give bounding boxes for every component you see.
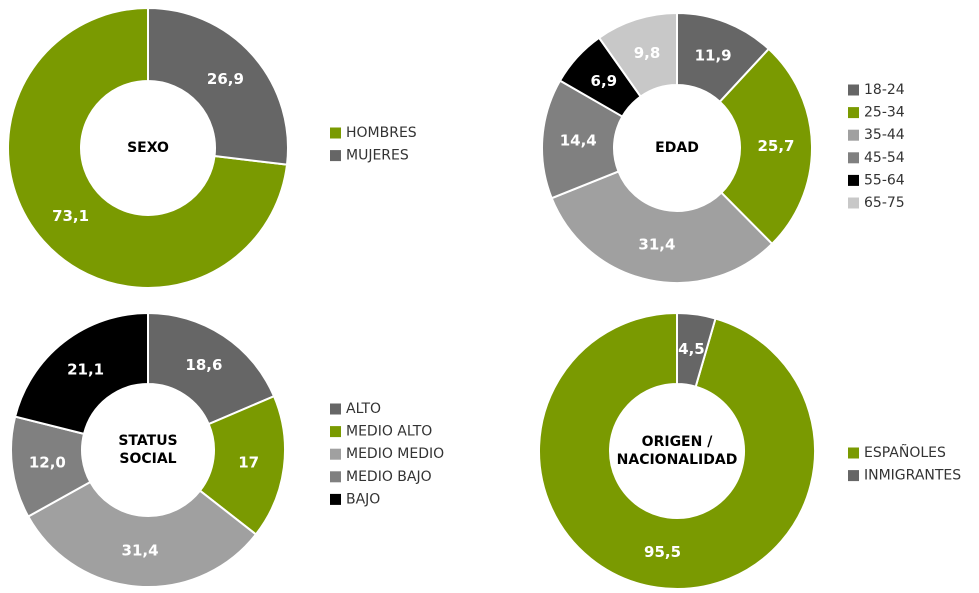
legend-swatch [330, 426, 341, 438]
legend-swatch [848, 470, 859, 482]
value-label: 26,9 [207, 70, 244, 88]
donut-segment [538, 311, 816, 590]
donut-segment [147, 6, 289, 166]
value-label: 31,4 [122, 542, 159, 560]
center-title: SEXO [127, 140, 169, 156]
legend-swatch [848, 447, 859, 459]
donut-segment [550, 170, 774, 284]
center-title: STATUS [118, 433, 177, 449]
legend-label: MUJERES [346, 148, 409, 164]
legend-swatch [848, 152, 859, 164]
legend-label: 35-44 [864, 127, 905, 143]
value-label: 95,5 [644, 543, 681, 561]
legend-label: ALTO [346, 401, 381, 417]
value-label: 14,4 [560, 132, 597, 150]
legend-label: INMIGRANTES [864, 468, 961, 484]
value-label: 21,1 [67, 360, 104, 378]
center-title: SOCIAL [119, 451, 176, 467]
donut-segment [597, 11, 678, 98]
legend-swatch [330, 493, 341, 505]
value-label: 9,8 [634, 44, 661, 62]
legend-swatch [848, 174, 859, 186]
legend-label: MEDIO MEDIO [346, 446, 444, 462]
legend-label: BAJO [346, 491, 380, 507]
legend-swatch [330, 150, 341, 162]
donut-segment [26, 480, 258, 588]
value-label: 4,5 [678, 340, 705, 358]
legend-label: MEDIO BAJO [346, 469, 432, 485]
legend-label: HOMBRES [346, 125, 417, 141]
donut-segment [13, 311, 149, 436]
center-title: EDAD [655, 140, 699, 156]
legend-label: 25-34 [864, 105, 905, 121]
donut-segment [676, 311, 717, 388]
legend-label: MEDIO ALTO [346, 424, 432, 440]
legend-swatch [330, 127, 341, 139]
value-label: 12,0 [29, 454, 66, 472]
donut-segment [147, 311, 276, 426]
donut-segment [7, 6, 289, 289]
legend-label: 55-64 [864, 172, 905, 188]
legend-label: 65-75 [864, 195, 905, 211]
center-title: NACIONALIDAD [617, 452, 738, 468]
value-label: 11,9 [695, 46, 732, 64]
legend-swatch [330, 471, 341, 483]
value-label: 17 [238, 454, 259, 472]
value-label: 31,4 [638, 235, 675, 253]
center-title: ORIGEN / [642, 434, 714, 450]
legend-label: 45-54 [864, 150, 905, 166]
value-label: 18,6 [185, 356, 222, 374]
legend-swatch [848, 84, 859, 96]
legend-label: 18-24 [864, 82, 905, 98]
donut-segment [718, 47, 813, 246]
legend-swatch [848, 129, 859, 141]
value-label: 25,7 [757, 137, 794, 155]
value-label: 73,1 [52, 207, 89, 225]
legend-swatch [848, 107, 859, 119]
legend-label: ESPAÑOLES [864, 444, 946, 461]
legend-swatch [330, 403, 341, 415]
value-label: 6,9 [591, 72, 618, 90]
legend-swatch [848, 197, 859, 209]
legend-swatch [330, 448, 341, 460]
